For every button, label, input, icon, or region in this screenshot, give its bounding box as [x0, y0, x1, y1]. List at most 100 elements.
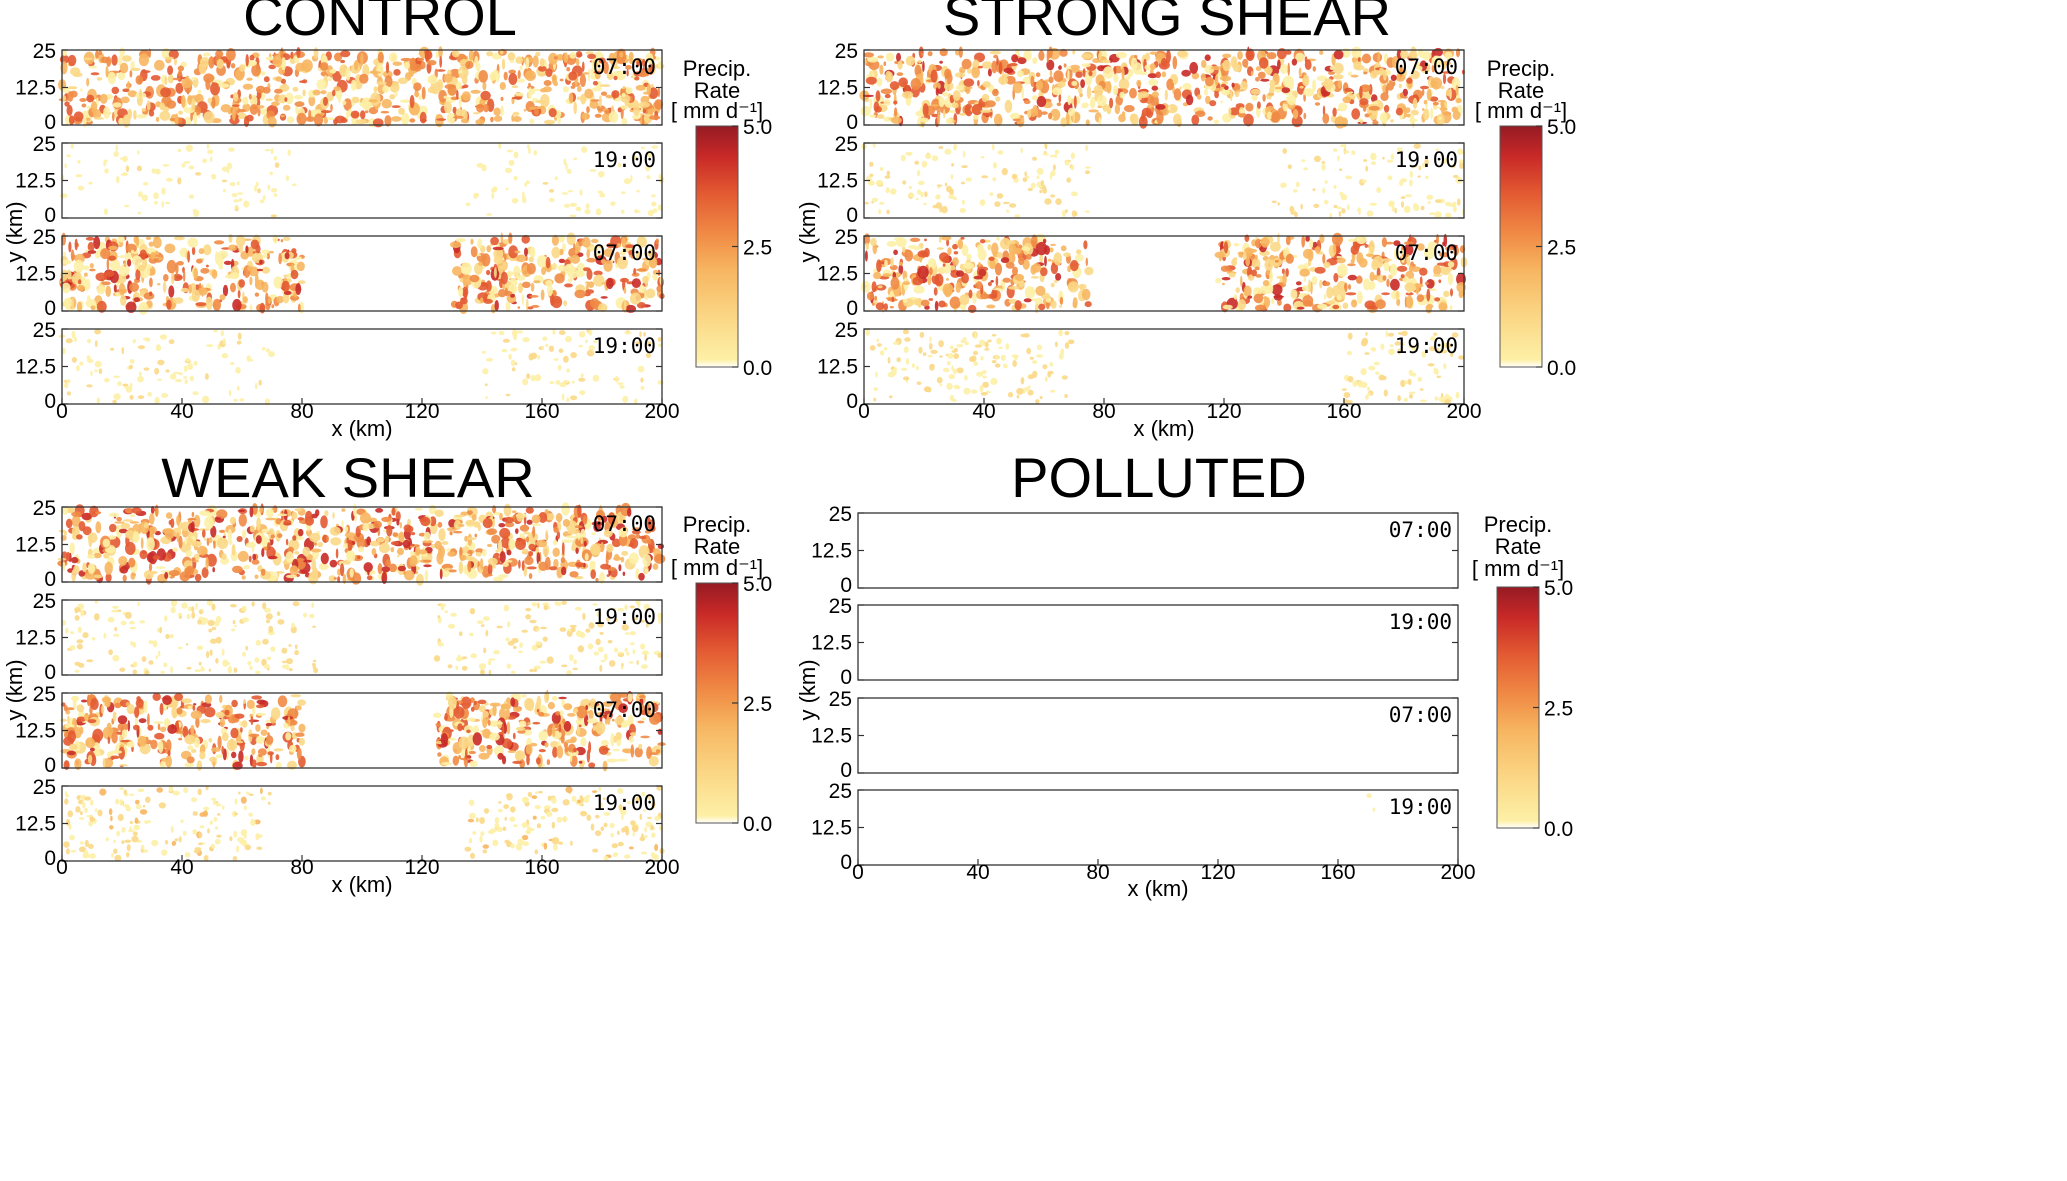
- precip-cell: [1333, 243, 1337, 253]
- precip-cell: [1235, 89, 1245, 92]
- precip-cell: [469, 274, 480, 283]
- precip-cell: [587, 643, 594, 650]
- precip-cell: [1085, 170, 1090, 175]
- precip-cell: [548, 566, 558, 571]
- precip-cell: [597, 303, 608, 312]
- precip-cell: [127, 259, 132, 267]
- precip-cell: [606, 242, 616, 249]
- precip-cell: [531, 523, 542, 527]
- precip-cell: [1331, 232, 1343, 246]
- precip-cell: [77, 185, 85, 191]
- precip-cell: [118, 556, 128, 566]
- precip-cell: [1029, 356, 1035, 360]
- precip-cell: [1012, 118, 1021, 122]
- precip-cell: [1431, 49, 1436, 58]
- precip-cell: [1067, 265, 1071, 273]
- precip-cell: [164, 615, 168, 622]
- precip-cell: [295, 62, 305, 72]
- precip-cell: [918, 59, 922, 64]
- precip-cell: [911, 363, 915, 368]
- precip-cell: [624, 331, 632, 335]
- precip-cell: [120, 522, 131, 530]
- precip-cell: [1333, 49, 1344, 60]
- precip-cell: [124, 204, 130, 208]
- precip-cell: [215, 615, 222, 623]
- colorbar-title: Rate: [694, 78, 740, 103]
- precip-cell: [149, 526, 157, 534]
- precip-cell: [638, 101, 651, 108]
- precip-cell: [565, 162, 568, 170]
- precip-cell: [187, 363, 193, 370]
- precip-cell: [262, 602, 267, 610]
- precip-cell: [1390, 74, 1397, 82]
- precip-cell: [203, 538, 208, 541]
- precip-cell: [280, 47, 284, 58]
- precip-cell: [1415, 283, 1419, 295]
- precip-cell: [549, 381, 555, 385]
- precip-cell: [1339, 191, 1344, 196]
- precip-cell: [1322, 113, 1330, 124]
- precip-cell: [1359, 98, 1369, 106]
- precip-cell: [1437, 100, 1446, 103]
- precip-cell: [569, 214, 577, 218]
- precip-cell: [894, 272, 901, 278]
- precip-cell: [490, 515, 494, 520]
- precip-cell: [77, 626, 82, 633]
- precip-cell: [268, 250, 274, 254]
- precip-cell: [552, 547, 560, 557]
- precip-cell: [100, 56, 110, 64]
- precip-cell: [251, 601, 255, 607]
- precip-cell: [503, 71, 508, 81]
- precip-cell: [157, 283, 161, 286]
- precip-cell: [94, 360, 102, 368]
- precip-cell: [423, 564, 432, 568]
- precip-cell: [1254, 266, 1260, 271]
- precip-cell: [166, 259, 177, 274]
- precip-cell: [86, 77, 90, 87]
- precip-cell: [987, 339, 992, 343]
- precip-cell: [606, 543, 614, 553]
- precip-cell: [459, 277, 464, 283]
- precip-cell: [936, 184, 943, 187]
- precip-cell: [483, 616, 490, 621]
- precip-cell: [167, 65, 174, 76]
- precip-cell: [1084, 210, 1091, 213]
- precip-cell: [540, 289, 545, 301]
- precip-cell: [526, 566, 537, 570]
- precip-cell: [625, 241, 632, 245]
- precip-cell: [877, 343, 882, 347]
- precip-cell: [143, 292, 155, 300]
- precip-cell: [965, 177, 972, 182]
- precip-cell: [447, 551, 456, 557]
- precip-cell: [979, 199, 986, 206]
- colorbar-tick-label: 5.0: [1547, 116, 1576, 139]
- precip-cell: [1426, 288, 1431, 302]
- precip-cell: [143, 522, 149, 529]
- precip-cell: [66, 391, 71, 396]
- precip-cell: [221, 353, 229, 359]
- precip-cell: [294, 508, 303, 512]
- precip-cell: [125, 301, 137, 313]
- precip-cell: [1237, 51, 1243, 60]
- precip-cell: [437, 615, 441, 619]
- precip-cell: [504, 516, 514, 524]
- precip-cell: [554, 273, 565, 284]
- precip-cell: [95, 50, 99, 59]
- precip-cell: [504, 290, 512, 296]
- precip-cell: [112, 111, 115, 122]
- precip-cell: [139, 88, 142, 99]
- precip-cell: [541, 346, 544, 350]
- precip-cell: [466, 510, 473, 515]
- precip-cell: [960, 236, 965, 240]
- precip-cell: [255, 639, 261, 646]
- precip-cell: [312, 659, 317, 663]
- precip-cell: [1314, 266, 1326, 274]
- precip-cell: [1398, 83, 1402, 89]
- precip-cell: [175, 275, 183, 279]
- precip-cell: [511, 637, 519, 644]
- precip-cell: [450, 612, 457, 617]
- precip-cell: [185, 550, 193, 557]
- precip-cell: [1255, 254, 1258, 260]
